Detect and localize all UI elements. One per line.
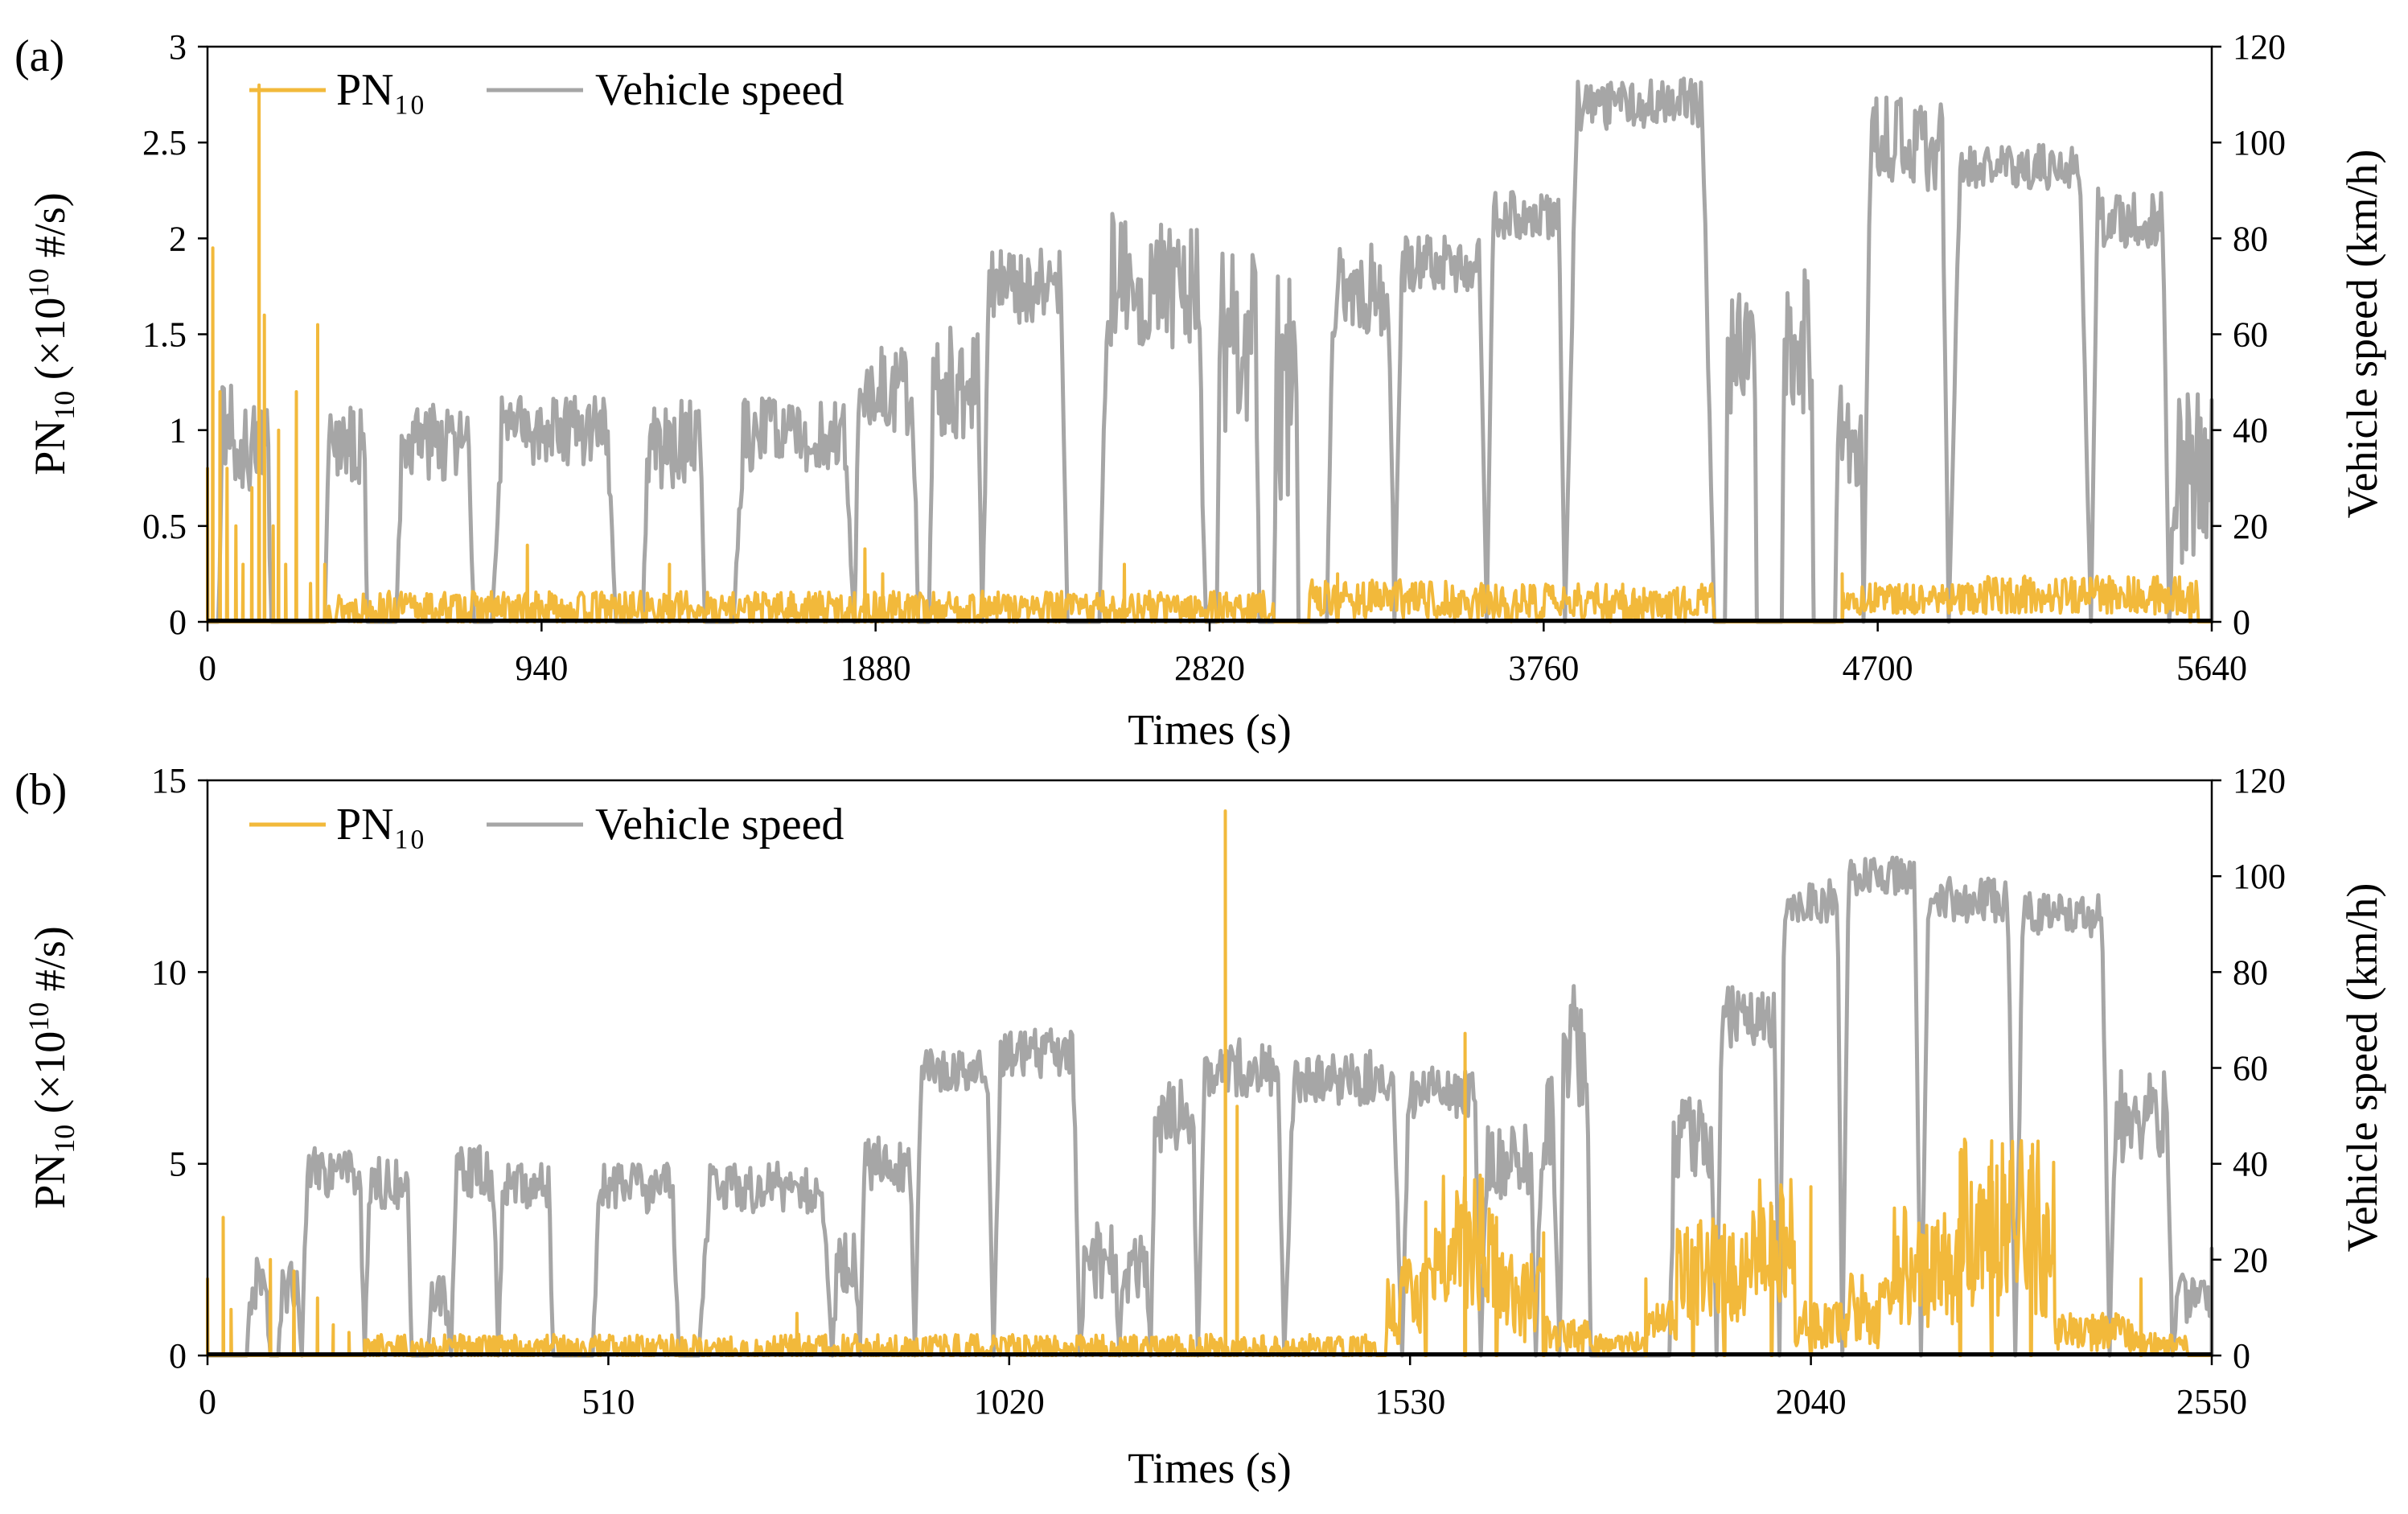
panel-a-speed-line [208,76,2214,624]
panel-a-y-tick-label-left: 1.5 [142,315,187,355]
panel-b-y-tick-label-left: 10 [151,952,187,992]
panel-b-series-layer [206,809,2214,1358]
panel-b-ylabel-post: #/s) [26,926,74,1002]
panel-b-ylabel-sup: 10 [23,1002,55,1031]
panel-b-ylabel-pn: PN [26,1154,74,1209]
panel-b-ylabel-mid: (×10 [26,1031,74,1125]
panel-a-y-tick-label-left: 0.5 [142,507,187,546]
panel-a-legend-speed-label: Vehicle speed [595,65,844,115]
panel-a-y-axis-label-right: Vehicle speed (km/h) [2338,150,2386,519]
panel-a-chart: 0 940 1880 2820 3760 4700 5640 0 0.5 1 1.5 2 2.5 3 0… [14,27,2386,754]
panel-a-x-axis-label: Times (s) [1128,706,1292,754]
panel-a-x-tick-label: 1880 [840,648,911,688]
panel-a-y-tick-label-right: 40 [2233,411,2268,450]
panel-b-x-ticks: 0 510 1020 1530 2040 2550 [199,1356,2247,1421]
panel-a-ylabel-post: #/s) [26,192,74,269]
panel-b-y-tick-label-left: 15 [151,761,187,800]
panel-b-y-tick-label-right: 20 [2233,1240,2268,1280]
panel-b-y-ticks-left: 0 5 10 15 [151,761,208,1376]
panel-b-x-tick-label: 0 [199,1382,216,1421]
panel-a-series-layer [206,76,2214,624]
panel-b-x-tick-label: 510 [581,1382,635,1421]
panel-a-x-tick-label: 4700 [1843,648,1913,688]
panel-b-y-tick-label-left: 0 [169,1336,187,1376]
panel-a-y-tick-label-right: 60 [2233,315,2268,355]
panel-a-y-tick-label-right: 80 [2233,219,2268,258]
panel-a-y-tick-label-right: 120 [2233,27,2286,67]
panel-b-label: (b) [14,765,67,815]
panel-a-plot-frame [206,45,2213,623]
panel-a-y-ticks-left: 0 0.5 1 1.5 2 2.5 3 [142,27,208,642]
panel-b-y-tick-label-right: 60 [2233,1049,2268,1088]
panel-a-x-tick-label: 2820 [1174,648,1245,688]
panel-a-x-tick-label: 0 [199,648,216,688]
panel-b-y-tick-label-right: 80 [2233,952,2268,992]
panel-b-speed-line [208,855,2214,1358]
panel-b-legend: PN₁₀ Vehicle speed [249,800,844,850]
panel-b-ylabel-sub: 10 [48,1125,80,1154]
panel-b-x-tick-label: 2040 [1776,1382,1847,1421]
panel-a-ylabel-sub: 10 [48,391,80,420]
panel-a-y-tick-label-right: 0 [2233,603,2250,642]
panel-b-legend-speed-label: Vehicle speed [595,800,844,850]
panel-a-y-tick-label-left: 3 [169,27,187,67]
panel-b-y-tick-label-left: 5 [169,1145,187,1184]
panel-b-y-axis-label-left: PN10 (×1010 #/s) [23,926,80,1208]
panel-a-x-ticks: 0 940 1880 2820 3760 4700 5640 [199,622,2247,688]
panel-a-x-tick-label: 940 [515,648,568,688]
panel-b-legend-pn10-label: PN₁₀ [336,800,425,850]
panel-a-y-ticks-right: 0 20 40 60 80 100 120 [2212,27,2286,642]
panel-b-y-tick-label-right: 0 [2233,1336,2250,1376]
panel-a-y-tick-label-right: 100 [2233,123,2286,163]
panel-a-x-tick-label: 5640 [2176,648,2247,688]
panel-b-y-tick-label-right: 120 [2233,761,2286,800]
panel-a-ylabel-mid: (×10 [26,298,74,391]
panel-a-y-axis-label-left: PN10 (×1010 #/s) [23,192,80,475]
panel-b-y-ticks-right: 0 20 40 60 80 100 120 [2212,761,2286,1376]
panel-b-x-tick-label: 1530 [1375,1382,1445,1421]
panel-b-y-tick-label-right: 40 [2233,1145,2268,1184]
panel-a-legend: PN₁₀ Vehicle speed [249,65,844,115]
panel-a-y-tick-label-left: 1 [169,411,187,450]
panel-a-ylabel-sup: 10 [23,269,55,298]
panel-a-legend-pn10-label: PN₁₀ [336,65,425,115]
panel-a-y-tick-label-left: 2.5 [142,123,187,163]
panel-b-y-axis-label-right: Vehicle speed (km/h) [2338,883,2386,1253]
panel-a-ylabel-pn: PN [26,420,74,475]
panel-a-x-tick-label: 3760 [1508,648,1579,688]
panel-a-y-tick-label-left: 0 [169,603,187,642]
panel-b-x-tick-label: 1020 [974,1382,1045,1421]
panel-a-label: (a) [14,31,64,81]
panel-a-y-tick-label-left: 2 [169,219,187,258]
panel-b-x-tick-label: 2550 [2176,1382,2247,1421]
panel-a-y-tick-label-right: 20 [2233,507,2268,546]
panel-b-y-tick-label-right: 100 [2233,857,2286,896]
panel-b-x-axis-label: Times (s) [1128,1444,1292,1492]
